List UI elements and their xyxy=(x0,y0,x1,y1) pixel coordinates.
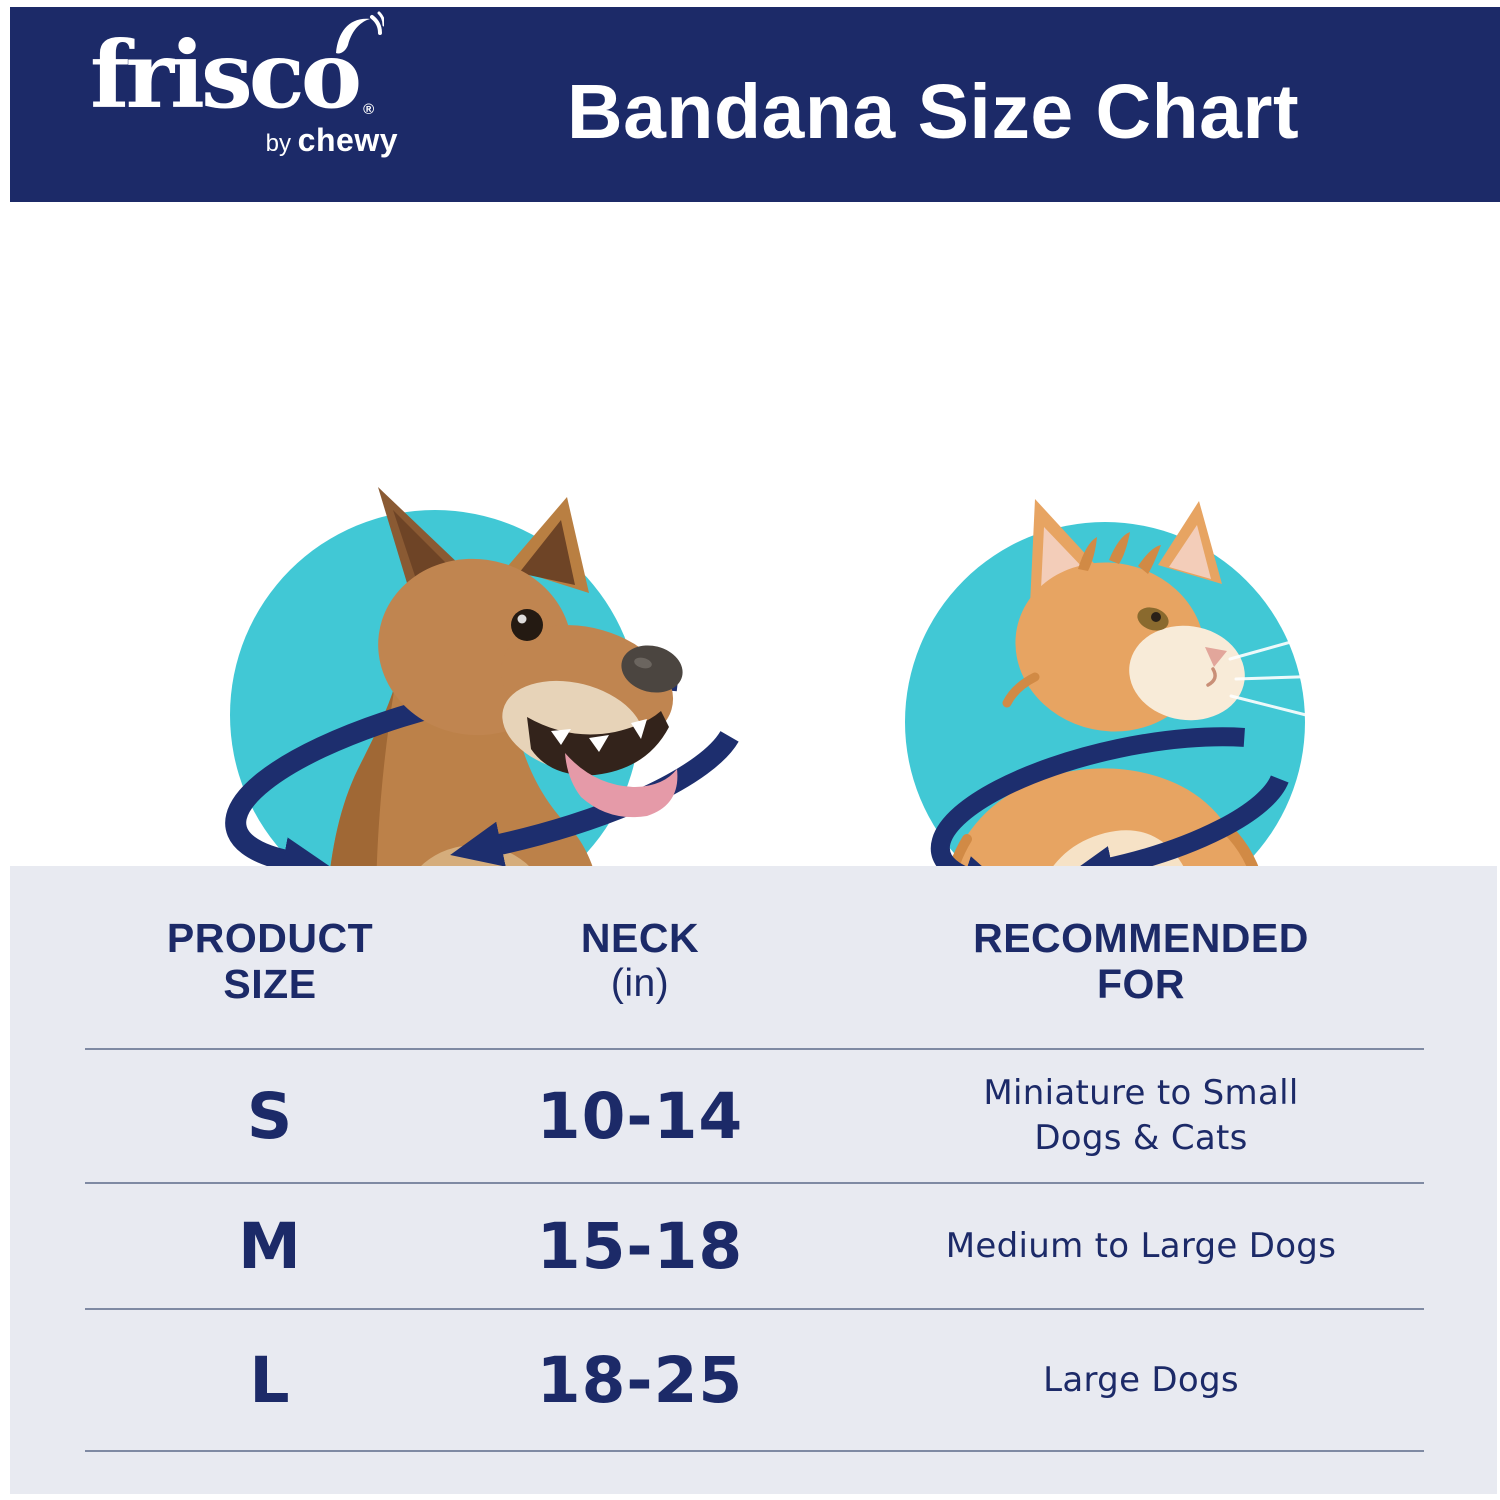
frisco-wordmark: frisco ® xyxy=(90,11,385,124)
column-header-neck-in: NECK (in) xyxy=(580,915,700,1005)
table-divider xyxy=(85,1182,1424,1184)
table-divider xyxy=(85,1308,1424,1310)
by-text: by xyxy=(265,129,298,157)
header-banner: frisco ® by chewy Bandana Size Chart xyxy=(10,7,1500,202)
column-header-recommended-for: RECOMMENDED FOR xyxy=(973,915,1309,1007)
recommended-value: Medium to Large Dogs xyxy=(945,1225,1337,1266)
neck-arrow-loop-icon xyxy=(930,727,1289,897)
page-title: Bandana Size Chart xyxy=(567,69,1300,155)
table-header-row: PRODUCT SIZE NECK (in) RECOMMENDED FOR xyxy=(10,866,1497,1048)
table-row-medium: M 15-18 Medium to Large Dogs xyxy=(10,1184,1497,1308)
neck-range-value: 10-14 xyxy=(536,1079,744,1153)
cat-head xyxy=(1002,499,1329,732)
table-row-large: L 18-25 Large Dogs xyxy=(10,1310,1497,1450)
frisco-brand-text: frisco xyxy=(90,21,362,129)
neck-range-value: 15-18 xyxy=(536,1209,744,1283)
table-divider xyxy=(85,1048,1424,1050)
tail-swoosh-icon xyxy=(336,11,385,54)
table-row-small: S 10-14 Miniature to Small Dogs & Cats xyxy=(10,1050,1497,1182)
size-chart-table: PRODUCT SIZE NECK (in) RECOMMENDED FOR S… xyxy=(10,866,1497,1494)
chewy-brand-text: chewy xyxy=(297,121,398,158)
size-value: S xyxy=(246,1079,294,1153)
by-chewy-byline: by chewy xyxy=(90,124,398,156)
size-value: L xyxy=(249,1343,291,1417)
recommended-value: Miniature to Small Dogs & Cats xyxy=(983,1073,1299,1158)
size-value: M xyxy=(238,1209,302,1283)
registered-mark: ® xyxy=(363,100,375,118)
dog-head xyxy=(378,487,683,818)
measurement-diagram-section: NECK xyxy=(0,202,1500,983)
table-divider xyxy=(85,1450,1424,1452)
recommended-value: Large Dogs xyxy=(1043,1359,1239,1400)
column-header-product-size: PRODUCT SIZE xyxy=(166,915,374,1007)
frisco-by-chewy-logo: frisco ® by chewy xyxy=(90,11,397,156)
neck-range-value: 18-25 xyxy=(536,1343,744,1417)
